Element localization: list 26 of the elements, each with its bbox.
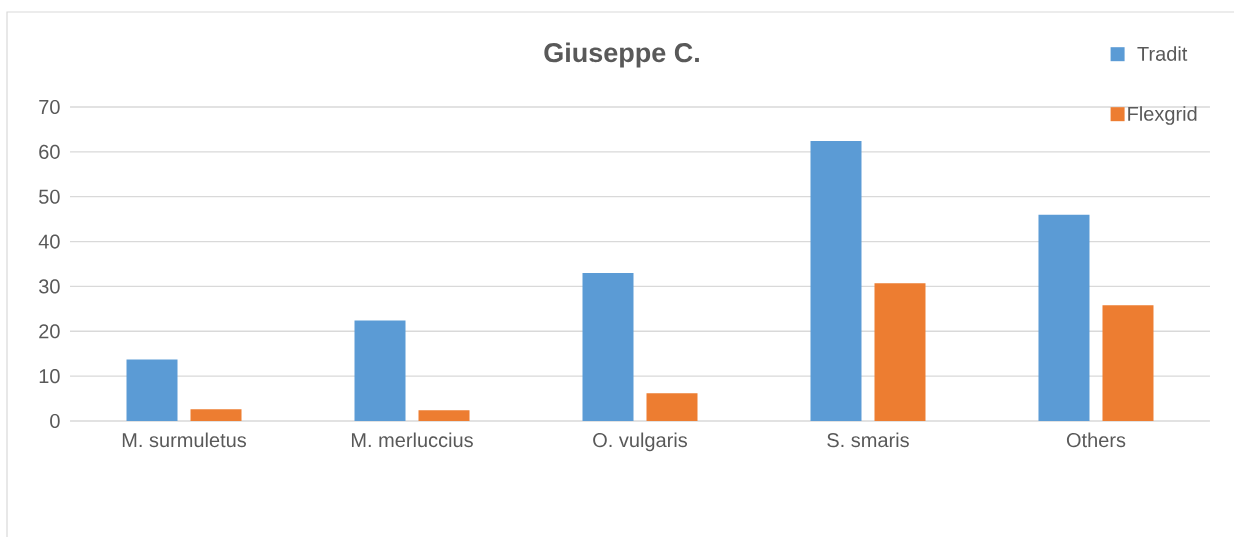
x-tick-label: S. smaris: [827, 432, 909, 448]
bar: [874, 283, 926, 421]
bar: [582, 272, 634, 421]
legend-label: Tradit: [1137, 46, 1188, 61]
legend-label: Flexgrid: [1128, 106, 1197, 125]
x-tick-label: Others: [1066, 432, 1126, 448]
bar: [810, 141, 862, 421]
y-tick-label: 0: [50, 413, 60, 429]
y-tick-label: 20: [39, 324, 60, 339]
y-tick-label: 50: [39, 189, 60, 204]
y-tick-label: 70: [39, 99, 60, 115]
x-tick-label: M. surmuletus: [122, 432, 247, 448]
y-tick-label: 60: [39, 144, 60, 159]
bar: [1038, 214, 1090, 421]
x-tick-label: O. vulgaris: [593, 432, 688, 452]
y-tick-label: 30: [39, 279, 60, 294]
y-tick-label: 40: [38, 234, 60, 249]
bar: [418, 410, 470, 421]
bar: [126, 359, 178, 421]
bar: [646, 393, 698, 421]
bar: [354, 320, 406, 421]
bar: [1102, 305, 1154, 421]
chart-title: Giuseppe C.: [544, 42, 699, 68]
y-tick-label: 10: [39, 369, 60, 384]
x-tick-label: M. merluccius: [351, 432, 473, 448]
bar: [190, 409, 242, 421]
